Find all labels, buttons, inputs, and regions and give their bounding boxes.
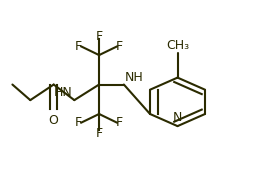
Text: F: F: [96, 127, 103, 140]
Text: F: F: [116, 116, 123, 129]
Text: F: F: [116, 40, 123, 53]
Text: CH₃: CH₃: [166, 39, 189, 52]
Text: NH: NH: [125, 71, 144, 84]
Text: O: O: [49, 114, 59, 127]
Text: N: N: [173, 111, 182, 124]
Text: F: F: [75, 40, 82, 53]
Text: F: F: [96, 30, 103, 43]
Text: F: F: [75, 116, 82, 129]
Text: HN: HN: [54, 86, 73, 99]
